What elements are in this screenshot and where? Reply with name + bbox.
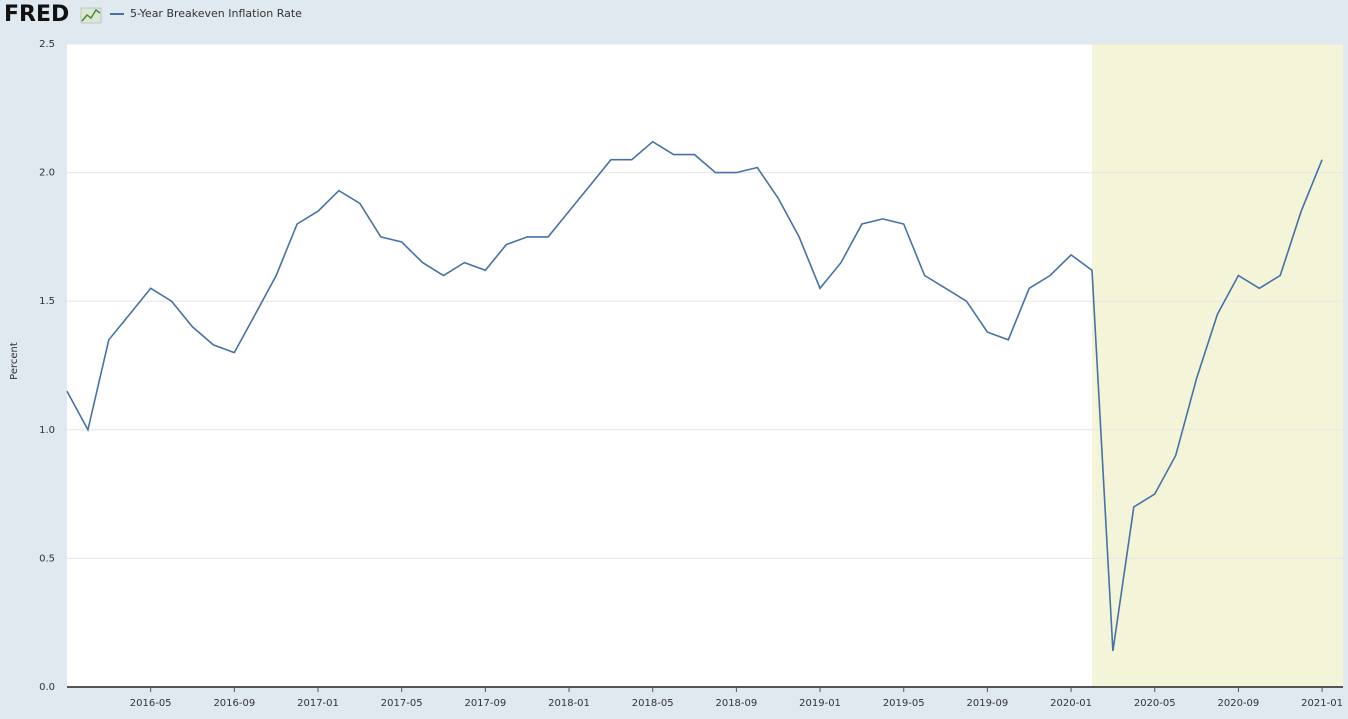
y-tick-label: 0.0: [39, 682, 55, 693]
y-tick-label: 2.0: [39, 168, 55, 179]
x-tick-label: 2020-05: [1134, 698, 1176, 709]
y-tick-label: 1.0: [39, 425, 55, 436]
x-tick-label: 2018-09: [715, 698, 757, 709]
line-series: [66, 140, 1323, 652]
y-tick-label: 1.5: [39, 296, 55, 307]
x-tick-label: 2021-01: [1301, 698, 1343, 709]
x-tick-label: 2019-05: [883, 698, 925, 709]
y-tick-label: 0.5: [39, 553, 55, 564]
recession-shade: [1091, 44, 1343, 687]
logo-icon: [80, 7, 102, 24]
x-tick-label: 2020-09: [1218, 698, 1260, 709]
x-tick-label: 2017-05: [381, 698, 423, 709]
x-tick-label: 2018-05: [632, 698, 674, 709]
logo: FRED: [4, 2, 69, 27]
x-tick-label: 2017-01: [297, 698, 339, 709]
x-tick-label: 2019-01: [799, 698, 841, 709]
y-axis-label: Percent: [9, 342, 20, 380]
x-tick-label: 2018-01: [548, 698, 590, 709]
x-tick-label: 2019-09: [966, 698, 1008, 709]
x-tick-label: 2020-01: [1050, 698, 1092, 709]
x-tick-label: 2017-09: [464, 698, 506, 709]
y-tick-label: 2.5: [39, 39, 55, 50]
legend-label: 5-Year Breakeven Inflation Rate: [130, 7, 302, 20]
x-tick-label: 2016-05: [130, 698, 172, 709]
x-tick-label: 2016-09: [213, 698, 255, 709]
